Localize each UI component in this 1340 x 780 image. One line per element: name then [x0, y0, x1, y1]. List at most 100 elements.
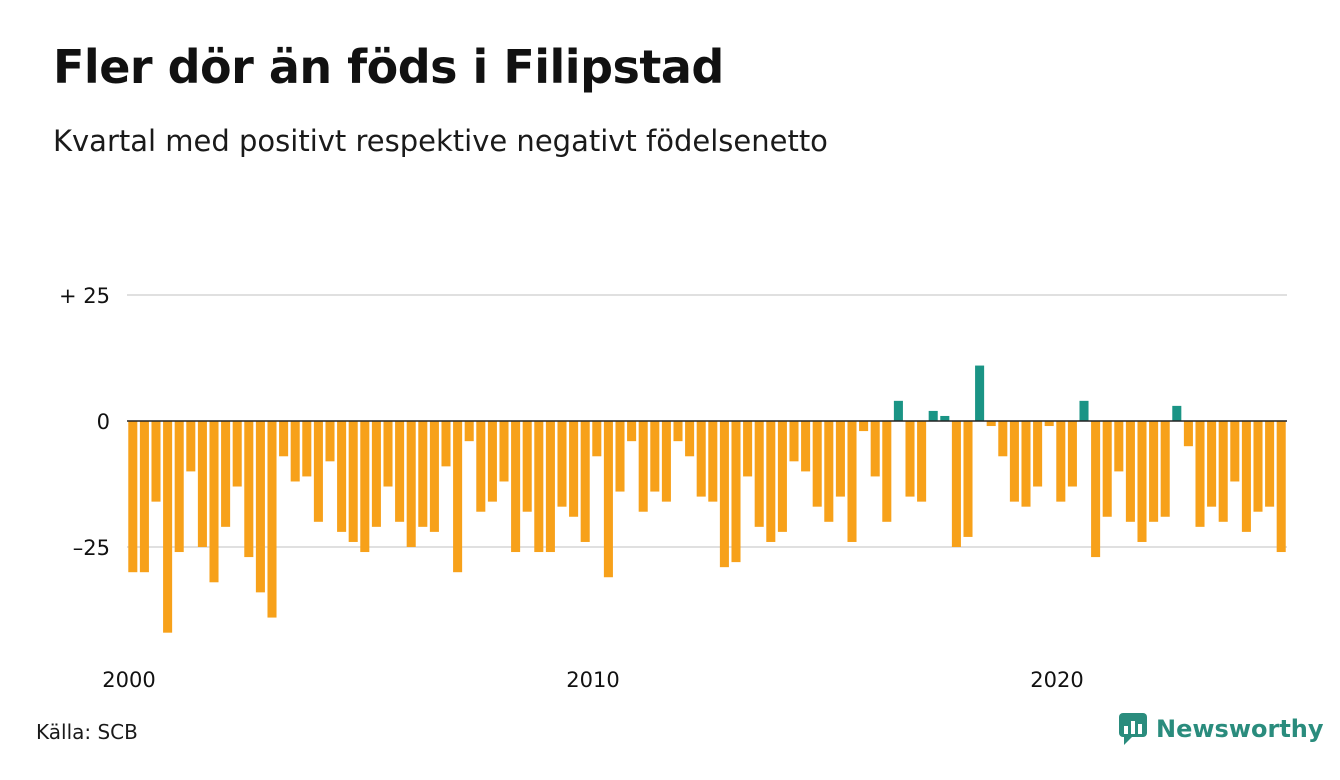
bar-negative — [464, 421, 474, 442]
bar-negative — [279, 421, 289, 457]
bar-negative — [1160, 421, 1170, 517]
bar-negative — [719, 421, 729, 568]
bar-negative — [801, 421, 811, 472]
bar-negative — [1137, 421, 1147, 542]
bar-negative — [511, 421, 521, 553]
bar-negative — [592, 421, 602, 457]
bar-negative — [360, 421, 370, 553]
bar-negative — [1102, 421, 1112, 517]
source-note: Källa: SCB — [36, 720, 138, 744]
bar-chart: + 25 0 –25 2000 2010 2020 — [59, 284, 1287, 692]
bar-negative — [545, 421, 555, 553]
bar-negative — [777, 421, 787, 532]
bar-negative — [1067, 421, 1077, 487]
bar-negative — [696, 421, 706, 497]
bar-negative — [1091, 421, 1101, 558]
bar-negative — [569, 421, 579, 517]
bar-negative — [1033, 421, 1043, 487]
bar-negative — [766, 421, 776, 542]
bar-negative — [302, 421, 312, 477]
bar-negative — [441, 421, 451, 467]
bar-negative — [128, 421, 138, 573]
bar-negative — [267, 421, 277, 618]
bar-positive — [1079, 400, 1089, 421]
bar-negative — [453, 421, 463, 573]
bar-negative — [1056, 421, 1066, 502]
bar-negative — [638, 421, 648, 512]
bar-negative — [998, 421, 1008, 457]
x-tick-label: 2010 — [566, 668, 619, 692]
bar-negative — [905, 421, 915, 497]
bar-negative — [1183, 421, 1193, 447]
bar-negative — [789, 421, 799, 462]
bar-negative — [1044, 421, 1054, 427]
bar-negative — [917, 421, 927, 502]
bar-negative — [627, 421, 637, 442]
bar-negative — [847, 421, 857, 542]
bar-negative — [418, 421, 428, 527]
bar-negative — [244, 421, 254, 558]
bar-negative — [371, 421, 381, 527]
bar-negative — [951, 421, 961, 547]
bar-negative — [476, 421, 486, 512]
bar-negative — [209, 421, 219, 583]
bar-positive — [975, 365, 985, 421]
y-tick-label: –25 — [73, 536, 110, 560]
bar-negative — [325, 421, 335, 462]
bar-positive — [893, 400, 903, 421]
newsworthy-logo-icon — [1119, 713, 1147, 745]
bar-negative — [487, 421, 497, 502]
bar-negative — [197, 421, 207, 547]
bar-negative — [731, 421, 741, 563]
bar-negative — [882, 421, 892, 522]
bar-negative — [1114, 421, 1124, 472]
brand-name: Newsworthy — [1156, 715, 1324, 743]
y-tick-label: 0 — [97, 410, 110, 434]
bar-negative — [395, 421, 405, 522]
chart-subtitle: Kvartal med positivt respektive negativt… — [53, 124, 828, 158]
bar-negative — [290, 421, 300, 482]
bar-negative — [406, 421, 416, 547]
bar-negative — [650, 421, 660, 492]
bar-negative — [348, 421, 358, 542]
y-tick-label: + 25 — [59, 284, 110, 308]
bar-positive — [928, 410, 938, 421]
bar-negative — [383, 421, 393, 487]
bar-negative — [522, 421, 532, 512]
bar-negative — [603, 421, 613, 578]
bar-negative — [859, 421, 869, 432]
bar-negative — [186, 421, 196, 472]
bar-negative — [986, 421, 996, 427]
bar-negative — [232, 421, 242, 487]
bar-negative — [963, 421, 973, 537]
bar-negative — [1265, 421, 1275, 507]
bar-negative — [1009, 421, 1019, 502]
bar-negative — [1125, 421, 1135, 522]
bar-negative — [835, 421, 845, 497]
bar-positive — [1172, 405, 1182, 421]
bar-negative — [429, 421, 439, 532]
newsworthy-logo: Newsworthy — [1118, 712, 1324, 746]
bar-negative — [1241, 421, 1251, 532]
bar-negative — [1253, 421, 1263, 512]
bar-positive — [940, 415, 950, 421]
bar-negative — [615, 421, 625, 492]
bar-negative — [685, 421, 695, 457]
bar-negative — [337, 421, 347, 532]
bar-negative — [221, 421, 231, 527]
bar-negative — [580, 421, 590, 542]
bar-negative — [1149, 421, 1159, 522]
bar-negative — [1207, 421, 1217, 507]
x-tick-label: 2020 — [1030, 668, 1083, 692]
bar-negative — [754, 421, 764, 527]
bar-negative — [255, 421, 265, 593]
bar-negative — [499, 421, 509, 482]
x-tick-label: 2000 — [102, 668, 155, 692]
bar-negative — [812, 421, 822, 507]
bar-negative — [1021, 421, 1031, 507]
bar-negative — [743, 421, 753, 477]
bar-negative — [1276, 421, 1286, 553]
bar-negative — [824, 421, 834, 522]
bar-negative — [313, 421, 323, 522]
bar-negative — [534, 421, 544, 553]
